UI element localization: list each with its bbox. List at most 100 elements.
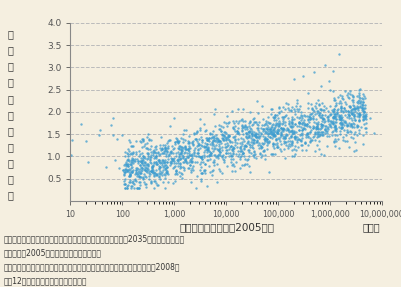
Point bbox=[161, 146, 167, 150]
Point bbox=[335, 101, 342, 105]
Point bbox=[129, 169, 135, 173]
Point bbox=[215, 139, 222, 143]
Point bbox=[189, 140, 195, 144]
Point bbox=[354, 124, 360, 129]
Point bbox=[124, 163, 130, 168]
Point bbox=[135, 169, 142, 173]
Point bbox=[269, 141, 275, 146]
Point bbox=[355, 113, 361, 118]
Point bbox=[185, 139, 192, 144]
Point bbox=[184, 148, 191, 152]
Point bbox=[227, 160, 234, 164]
Point bbox=[303, 114, 310, 118]
Point bbox=[182, 144, 188, 149]
Point bbox=[336, 117, 342, 121]
Point bbox=[148, 170, 155, 174]
Point bbox=[134, 159, 141, 164]
Point bbox=[284, 102, 291, 107]
Point bbox=[146, 174, 152, 179]
Point bbox=[140, 162, 146, 167]
Point bbox=[348, 107, 354, 111]
Point bbox=[150, 179, 157, 183]
Point bbox=[103, 165, 109, 169]
Point bbox=[228, 140, 234, 144]
Point bbox=[358, 92, 365, 97]
Point bbox=[231, 164, 237, 169]
Point bbox=[147, 160, 154, 165]
Point bbox=[322, 124, 328, 129]
Point bbox=[138, 164, 144, 169]
Point bbox=[294, 140, 300, 145]
Point bbox=[358, 102, 365, 106]
Point bbox=[136, 139, 143, 143]
Point bbox=[291, 134, 297, 139]
Point bbox=[302, 123, 308, 127]
Point bbox=[254, 131, 261, 136]
Point bbox=[317, 126, 323, 130]
Point bbox=[275, 127, 281, 132]
Point bbox=[230, 151, 236, 156]
Point bbox=[332, 110, 339, 115]
Point bbox=[322, 105, 329, 110]
Point bbox=[161, 173, 168, 178]
Point bbox=[279, 127, 286, 132]
Point bbox=[242, 144, 248, 148]
Point bbox=[179, 160, 186, 164]
Point bbox=[296, 104, 303, 108]
Point bbox=[209, 149, 215, 153]
Point bbox=[323, 144, 329, 148]
Point bbox=[340, 100, 347, 105]
Point bbox=[201, 154, 207, 159]
Point bbox=[360, 113, 367, 117]
Point bbox=[134, 172, 141, 177]
Point bbox=[172, 151, 178, 156]
Point bbox=[277, 133, 283, 138]
Point bbox=[129, 170, 135, 175]
Point bbox=[232, 160, 239, 164]
Point bbox=[336, 115, 343, 120]
Point bbox=[126, 179, 132, 184]
Point bbox=[262, 130, 269, 134]
Point bbox=[243, 157, 250, 162]
Point bbox=[337, 120, 344, 125]
Point bbox=[359, 142, 366, 146]
Point bbox=[338, 125, 345, 130]
Point bbox=[209, 159, 215, 164]
Point bbox=[125, 148, 132, 153]
Point bbox=[271, 151, 277, 156]
Point bbox=[272, 123, 279, 128]
Point bbox=[143, 135, 150, 139]
Point bbox=[197, 179, 203, 184]
Point bbox=[122, 154, 128, 158]
Point bbox=[263, 140, 269, 144]
Point bbox=[162, 145, 168, 149]
Point bbox=[313, 130, 320, 135]
Point bbox=[173, 135, 179, 140]
Point bbox=[327, 118, 333, 123]
Point bbox=[179, 165, 186, 169]
Point bbox=[349, 94, 356, 98]
Point bbox=[145, 151, 151, 156]
Point bbox=[247, 131, 253, 135]
Point bbox=[120, 168, 126, 172]
Point bbox=[134, 166, 140, 171]
Point bbox=[162, 148, 168, 152]
Point bbox=[198, 177, 204, 181]
Point bbox=[179, 154, 185, 159]
Point bbox=[358, 112, 365, 116]
Point bbox=[203, 147, 209, 152]
Point bbox=[206, 152, 213, 156]
Point bbox=[298, 127, 304, 132]
Point bbox=[261, 137, 268, 141]
Point bbox=[293, 101, 299, 106]
Point bbox=[340, 127, 346, 132]
Point bbox=[315, 110, 321, 115]
Point bbox=[152, 150, 158, 154]
Point bbox=[304, 101, 310, 106]
Point bbox=[273, 116, 280, 120]
Point bbox=[287, 141, 293, 146]
Point bbox=[206, 131, 213, 135]
Point bbox=[203, 136, 210, 141]
Point bbox=[163, 146, 169, 151]
Point bbox=[336, 114, 342, 119]
